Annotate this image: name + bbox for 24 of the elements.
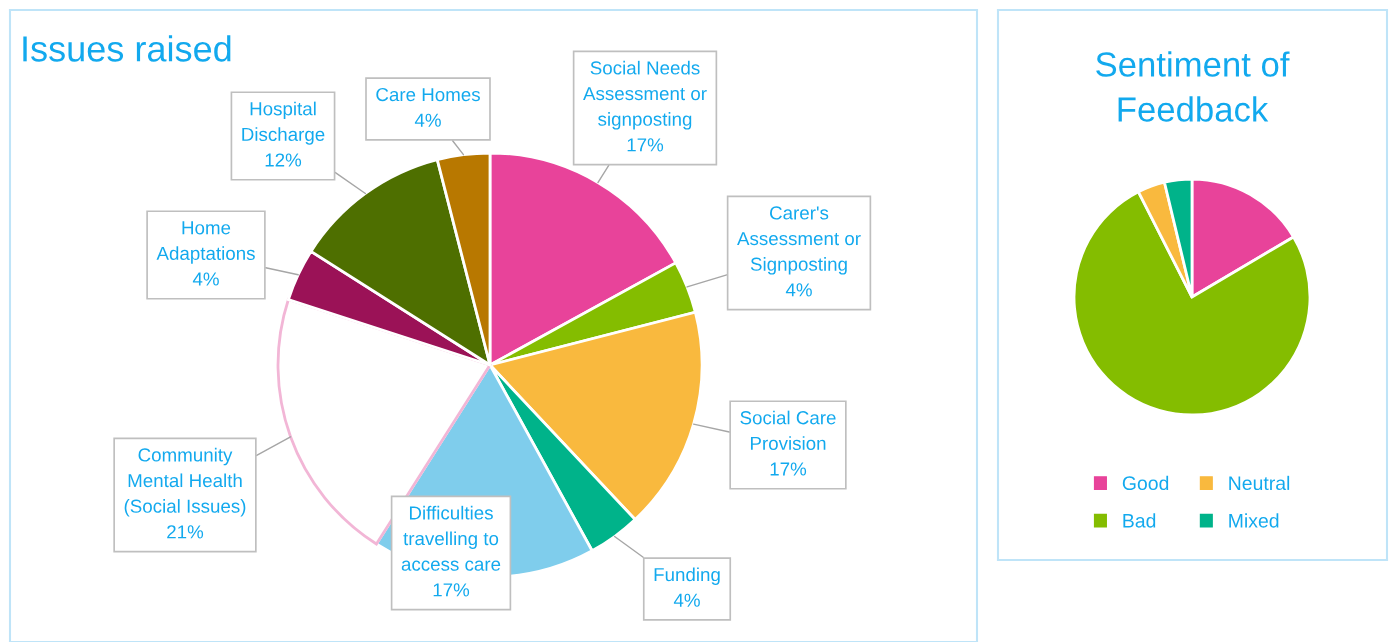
legend-label: Good [1122,475,1169,491]
data-label: 4% [785,283,812,297]
slice-label: Funding [654,567,720,585]
chart-title: Sentiment of Feedback [1096,51,1290,122]
slice-label: Community Mental Health (Social Issues) [124,447,246,517]
data-label: 12% [265,153,302,167]
slice-label: Carer's Assessment or Signposting [737,206,861,275]
data-label: 17% [433,583,470,597]
slice-label: Social Needs Assessment or signposting [583,60,707,130]
data-label: 17% [770,462,807,476]
slice-label: Difficulties travelling to access care [401,505,501,571]
chart-title: Issues raised [23,35,231,62]
data-label: 4% [673,593,700,607]
data-label: 4% [192,272,219,286]
legend-label: Mixed [1229,513,1279,528]
slice-label: Home Adaptations [156,221,255,264]
slice-label: Care Homes [376,87,480,102]
data-label: 17% [627,138,664,152]
legend-label: Bad [1123,513,1156,528]
slice-label: Hospital Discharge [242,101,325,145]
data-label: 4% [414,113,441,127]
slice-label: Social Care Provision [740,410,836,451]
data-label: 21% [167,525,204,539]
legend-label: Neutral [1229,475,1290,491]
